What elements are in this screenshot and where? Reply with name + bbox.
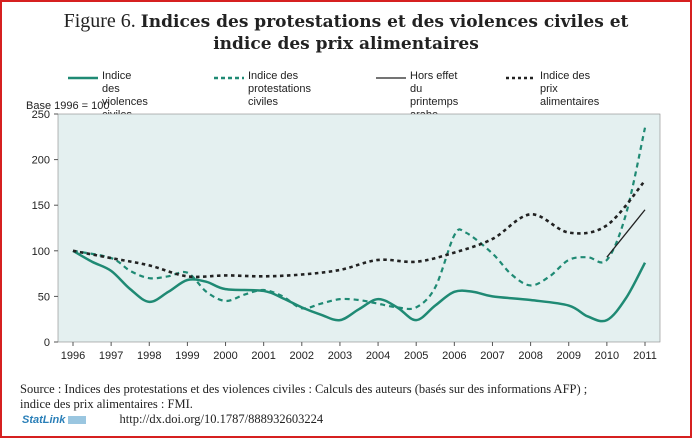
x-tick-label: 2003	[328, 350, 352, 362]
x-tick-label: 2001	[251, 350, 275, 362]
series-line-2	[606, 209, 646, 258]
x-tick-label: 2002	[290, 350, 314, 362]
x-tick-label: 2008	[518, 350, 542, 362]
legend-swatch-solid	[68, 76, 98, 80]
series-line-0	[72, 249, 647, 323]
x-tick-label: 2005	[404, 350, 428, 362]
y-tick-label: 150	[32, 200, 50, 212]
line-chart: 0 50 100 150 200 250 1996 1997 1998 1999 2000 2001 2…	[32, 109, 661, 362]
source-line-2: indice des prix alimentaires : FMI.	[20, 397, 193, 411]
statlink-url[interactable]: http://dx.doi.org/10.1787/888932603224	[119, 412, 324, 426]
series-line-3	[72, 179, 646, 279]
y-tick-label: 250	[32, 109, 50, 121]
x-tick-label: 2006	[442, 350, 466, 362]
chart-title: Figure 6. Indices des protestations et d…	[2, 10, 690, 55]
x-tick-label: 1999	[175, 350, 199, 362]
legend-label: Indice des prix alimentaires	[540, 70, 600, 108]
x-tick-label: 2000	[213, 350, 237, 362]
source-note: Source : Indices des protestations et de…	[20, 382, 680, 412]
y-tick-label: 50	[38, 291, 50, 303]
y-tick-label: 100	[32, 246, 50, 258]
series-line-1	[72, 127, 647, 311]
base-label: Base 1996 = 100	[26, 100, 110, 112]
y-tick-label: 200	[32, 155, 50, 167]
legend-label: Indice des protestations civiles	[248, 70, 311, 108]
source-line-1: Source : Indices des protestations et de…	[20, 382, 588, 396]
statlink: StatLink http://dx.doi.org/10.1787/88893…	[22, 412, 323, 427]
x-tick-label: 2011	[633, 350, 657, 362]
x-tick-label: 2010	[595, 350, 619, 362]
x-tick-label: 2004	[366, 350, 390, 362]
y-tick-label: 0	[44, 337, 50, 349]
x-tick-label: 1996	[61, 350, 85, 362]
legend-swatch-thin	[376, 77, 406, 79]
x-tick-label: 1998	[137, 350, 161, 362]
title-line-2: indice des prix alimentaires	[213, 34, 479, 54]
legend-swatch-dashed	[214, 76, 244, 80]
x-tick-label: 2007	[480, 350, 504, 362]
figure-number: Figure 6.	[63, 10, 136, 32]
x-tick-label: 1997	[99, 350, 123, 362]
statlink-logo: StatLink	[22, 414, 87, 426]
title-line-1: Indices des protestations et des violenc…	[140, 12, 629, 32]
legend-swatch-dotted	[506, 76, 536, 80]
x-tick-label: 2009	[556, 350, 580, 362]
